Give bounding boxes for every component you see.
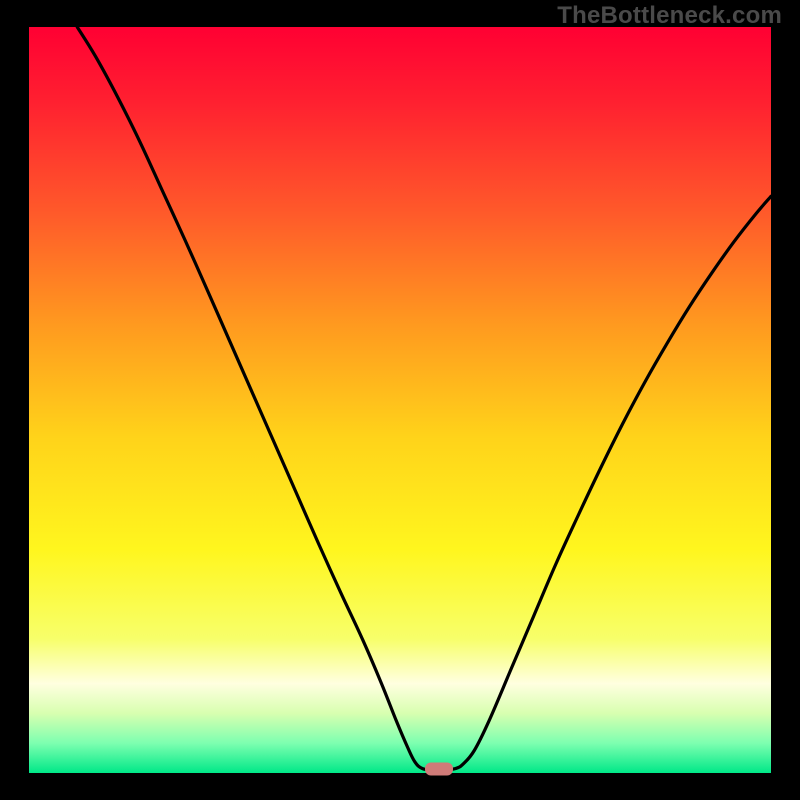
chart-canvas: TheBottleneck.com (0, 0, 800, 800)
watermark-text: TheBottleneck.com (557, 2, 782, 30)
plot-area (29, 27, 771, 773)
background-gradient (29, 27, 771, 773)
optimum-marker (425, 762, 453, 775)
